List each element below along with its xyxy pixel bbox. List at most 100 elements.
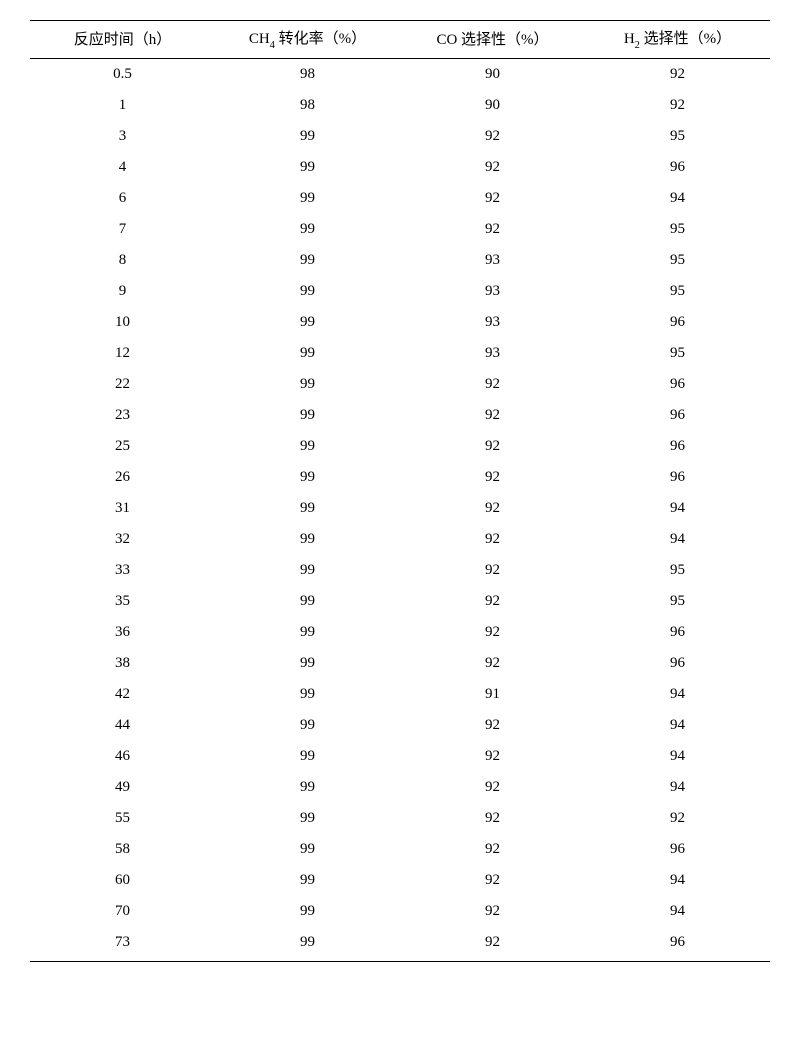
table-cell: 94 xyxy=(585,772,770,803)
table-cell: 99 xyxy=(215,927,400,962)
table-cell: 93 xyxy=(400,307,585,338)
table-cell: 92 xyxy=(400,648,585,679)
table-row: 22999296 xyxy=(30,369,770,400)
table-cell: 92 xyxy=(400,865,585,896)
table-cell: 99 xyxy=(215,369,400,400)
table-cell: 92 xyxy=(400,586,585,617)
table-row: 10999396 xyxy=(30,307,770,338)
table-row: 0.5989092 xyxy=(30,59,770,91)
table-row: 26999296 xyxy=(30,462,770,493)
table-cell: 95 xyxy=(585,555,770,586)
table-cell: 96 xyxy=(585,431,770,462)
col-header-0: 反应时间（h） xyxy=(30,21,215,59)
table-cell: 99 xyxy=(215,617,400,648)
data-table: 反应时间（h）CH4 转化率（%）CO 选择性（%）H2 选择性（%） 0.59… xyxy=(30,20,770,962)
col-header-3: H2 选择性（%） xyxy=(585,21,770,59)
table-row: 44999294 xyxy=(30,710,770,741)
table-cell: 92 xyxy=(400,121,585,152)
table-row: 70999294 xyxy=(30,896,770,927)
table-cell: 99 xyxy=(215,679,400,710)
table-cell: 99 xyxy=(215,307,400,338)
table-cell: 94 xyxy=(585,524,770,555)
table-cell: 99 xyxy=(215,586,400,617)
table-cell: 38 xyxy=(30,648,215,679)
table-row: 31999294 xyxy=(30,493,770,524)
table-cell: 99 xyxy=(215,245,400,276)
table-cell: 73 xyxy=(30,927,215,962)
table-row: 73999296 xyxy=(30,927,770,962)
table-cell: 93 xyxy=(400,276,585,307)
table-row: 35999295 xyxy=(30,586,770,617)
table-cell: 94 xyxy=(585,896,770,927)
table-cell: 92 xyxy=(400,803,585,834)
table-cell: 23 xyxy=(30,400,215,431)
table-row: 55999292 xyxy=(30,803,770,834)
table-cell: 96 xyxy=(585,462,770,493)
table-cell: 92 xyxy=(400,710,585,741)
table-body: 0.59890921989092399929549992966999294799… xyxy=(30,59,770,962)
table-cell: 96 xyxy=(585,307,770,338)
table-row: 12999395 xyxy=(30,338,770,369)
table-cell: 92 xyxy=(585,803,770,834)
table-cell: 95 xyxy=(585,121,770,152)
table-cell: 96 xyxy=(585,400,770,431)
table-cell: 7 xyxy=(30,214,215,245)
table-cell: 90 xyxy=(400,90,585,121)
table-cell: 99 xyxy=(215,276,400,307)
table-cell: 93 xyxy=(400,245,585,276)
table-cell: 92 xyxy=(400,555,585,586)
table-cell: 96 xyxy=(585,369,770,400)
table-cell: 3 xyxy=(30,121,215,152)
table-cell: 70 xyxy=(30,896,215,927)
table-cell: 36 xyxy=(30,617,215,648)
table-cell: 99 xyxy=(215,214,400,245)
table-cell: 99 xyxy=(215,400,400,431)
table-row: 23999296 xyxy=(30,400,770,431)
table-cell: 99 xyxy=(215,896,400,927)
table-cell: 1 xyxy=(30,90,215,121)
table-cell: 99 xyxy=(215,183,400,214)
table-cell: 92 xyxy=(400,927,585,962)
table-cell: 94 xyxy=(585,741,770,772)
table-row: 38999296 xyxy=(30,648,770,679)
table-cell: 6 xyxy=(30,183,215,214)
table-cell: 25 xyxy=(30,431,215,462)
table-cell: 92 xyxy=(400,214,585,245)
table-cell: 94 xyxy=(585,710,770,741)
table-cell: 92 xyxy=(400,183,585,214)
table-cell: 92 xyxy=(400,400,585,431)
table-cell: 32 xyxy=(30,524,215,555)
table-row: 4999296 xyxy=(30,152,770,183)
table-cell: 12 xyxy=(30,338,215,369)
table-cell: 92 xyxy=(585,59,770,91)
table-row: 32999294 xyxy=(30,524,770,555)
table-cell: 26 xyxy=(30,462,215,493)
table-cell: 95 xyxy=(585,214,770,245)
table-cell: 4 xyxy=(30,152,215,183)
table-cell: 99 xyxy=(215,865,400,896)
table-cell: 98 xyxy=(215,59,400,91)
table-cell: 44 xyxy=(30,710,215,741)
table-cell: 22 xyxy=(30,369,215,400)
table-cell: 95 xyxy=(585,338,770,369)
table-cell: 91 xyxy=(400,679,585,710)
col-header-1: CH4 转化率（%） xyxy=(215,21,400,59)
table-cell: 96 xyxy=(585,648,770,679)
table-cell: 92 xyxy=(400,493,585,524)
table-cell: 95 xyxy=(585,276,770,307)
table-cell: 99 xyxy=(215,524,400,555)
table-header: 反应时间（h）CH4 转化率（%）CO 选择性（%）H2 选择性（%） xyxy=(30,21,770,59)
table-cell: 99 xyxy=(215,710,400,741)
table-cell: 10 xyxy=(30,307,215,338)
table-cell: 95 xyxy=(585,586,770,617)
table-cell: 99 xyxy=(215,462,400,493)
table-row: 6999294 xyxy=(30,183,770,214)
table-cell: 99 xyxy=(215,493,400,524)
table-cell: 8 xyxy=(30,245,215,276)
table-row: 3999295 xyxy=(30,121,770,152)
table-row: 7999295 xyxy=(30,214,770,245)
table-cell: 94 xyxy=(585,183,770,214)
table-cell: 92 xyxy=(400,524,585,555)
table-cell: 92 xyxy=(400,772,585,803)
table-cell: 99 xyxy=(215,555,400,586)
